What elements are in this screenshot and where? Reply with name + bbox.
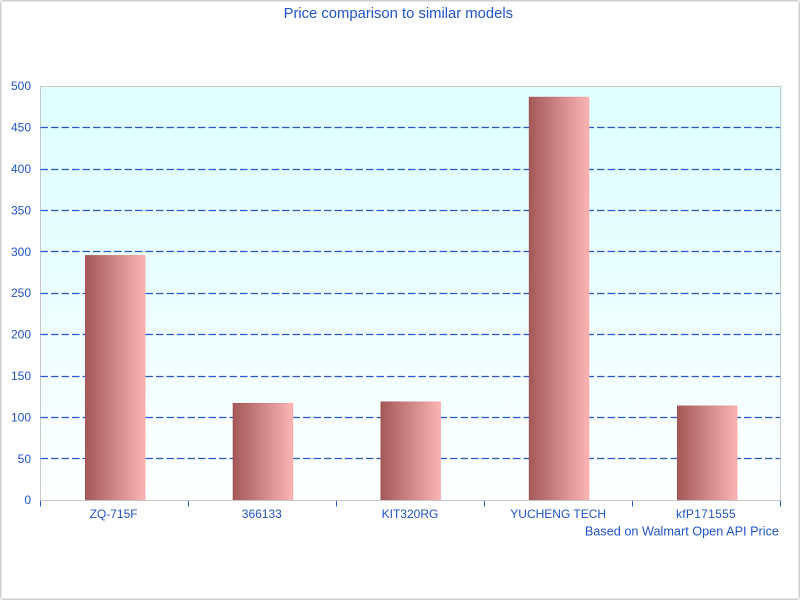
svg-text:500: 500 <box>11 79 31 93</box>
svg-text:150: 150 <box>11 369 31 383</box>
svg-text:200: 200 <box>11 328 31 342</box>
svg-text:50: 50 <box>18 452 32 466</box>
svg-text:kfP171555: kfP171555 <box>676 507 736 521</box>
svg-text:0: 0 <box>24 493 31 507</box>
svg-text:ZQ-715F: ZQ-715F <box>90 507 138 521</box>
svg-text:300: 300 <box>11 245 31 259</box>
svg-text:450: 450 <box>11 121 31 135</box>
svg-text:100: 100 <box>11 410 31 424</box>
svg-text:250: 250 <box>11 286 31 300</box>
svg-text:350: 350 <box>11 203 31 217</box>
svg-text:YUCHENG TECH: YUCHENG TECH <box>510 507 606 521</box>
svg-text:KIT320RG: KIT320RG <box>382 507 439 521</box>
svg-text:400: 400 <box>11 162 31 176</box>
svg-text:Based on Walmart Open API Pric: Based on Walmart Open API Price <box>585 525 779 539</box>
svg-text:366133: 366133 <box>242 507 282 521</box>
svg-text:Price comparison to similar mo: Price comparison to similar models <box>284 6 513 22</box>
